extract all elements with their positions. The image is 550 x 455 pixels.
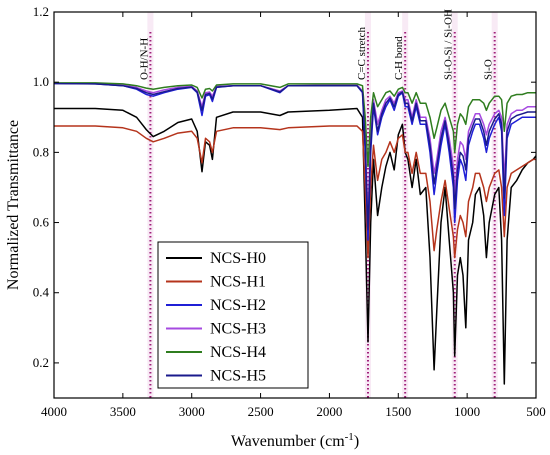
x-tick-label: 1000: [454, 404, 480, 419]
y-tick-label: 0.4: [33, 285, 50, 300]
legend-label: NCS-H5: [210, 368, 266, 385]
series-line-ncs-h4: [54, 82, 536, 168]
series-line-ncs-h0: [54, 107, 537, 385]
x-tick-label: 500: [526, 404, 546, 419]
x-tick-label: 2500: [248, 404, 274, 419]
legend: NCS-H0 NCS-H1 NCS-H2 NCS-H3 NCS-H4 NCS-H5: [157, 241, 309, 389]
x-axis-title-text: Wavenumber (cm: [231, 433, 345, 450]
annotation-label: O-H/N-H: [138, 38, 150, 80]
x-tick-label: 2000: [316, 404, 342, 419]
legend-label: NCS-H4: [210, 344, 266, 361]
y-tick-label: 1.2: [33, 4, 49, 19]
x-axis-title: Wavenumber (cm-1): [231, 431, 359, 450]
y-tick-label: 0.2: [33, 355, 49, 370]
y-tick-label: 0.6: [33, 215, 50, 230]
x-tick-label: 3000: [179, 404, 205, 419]
y-tick-label: 1.0: [33, 74, 49, 89]
legend-label: NCS-H0: [210, 250, 266, 267]
annotation-label: Si-O-Si / Si-OH: [443, 9, 455, 80]
annotation-label: Si-O: [483, 59, 495, 80]
y-axis-title: Normalized Transmittance: [5, 120, 22, 290]
x-axis-title-tail: ): [354, 433, 359, 450]
annotation-label: C=C stretch: [356, 27, 368, 80]
x-axis-title-superscript: -1: [345, 431, 354, 443]
tick-layer: 4000 3500 3000 2500 2000 1500 1000 500 0.2 0.4 0.6…: [33, 4, 546, 419]
legend-box: [157, 241, 309, 389]
x-tick-label: 1500: [385, 404, 411, 419]
series-line-ncs-h1: [54, 125, 536, 259]
annotation-label: C-H bond: [393, 36, 405, 80]
series-line-ncs-h3: [53, 82, 536, 217]
series-layer: [53, 82, 537, 385]
x-tick-label: 4000: [41, 404, 67, 419]
legend-label: NCS-H1: [210, 274, 266, 291]
x-tick-label: 3500: [110, 404, 136, 419]
plot-frame: [53, 11, 537, 399]
y-tick-label: 0.8: [33, 144, 49, 159]
series-line-ncs-h2: [53, 82, 536, 241]
legend-label: NCS-H3: [210, 321, 266, 338]
series-line-ncs-h5: [53, 82, 536, 231]
legend-label: NCS-H2: [210, 297, 266, 314]
